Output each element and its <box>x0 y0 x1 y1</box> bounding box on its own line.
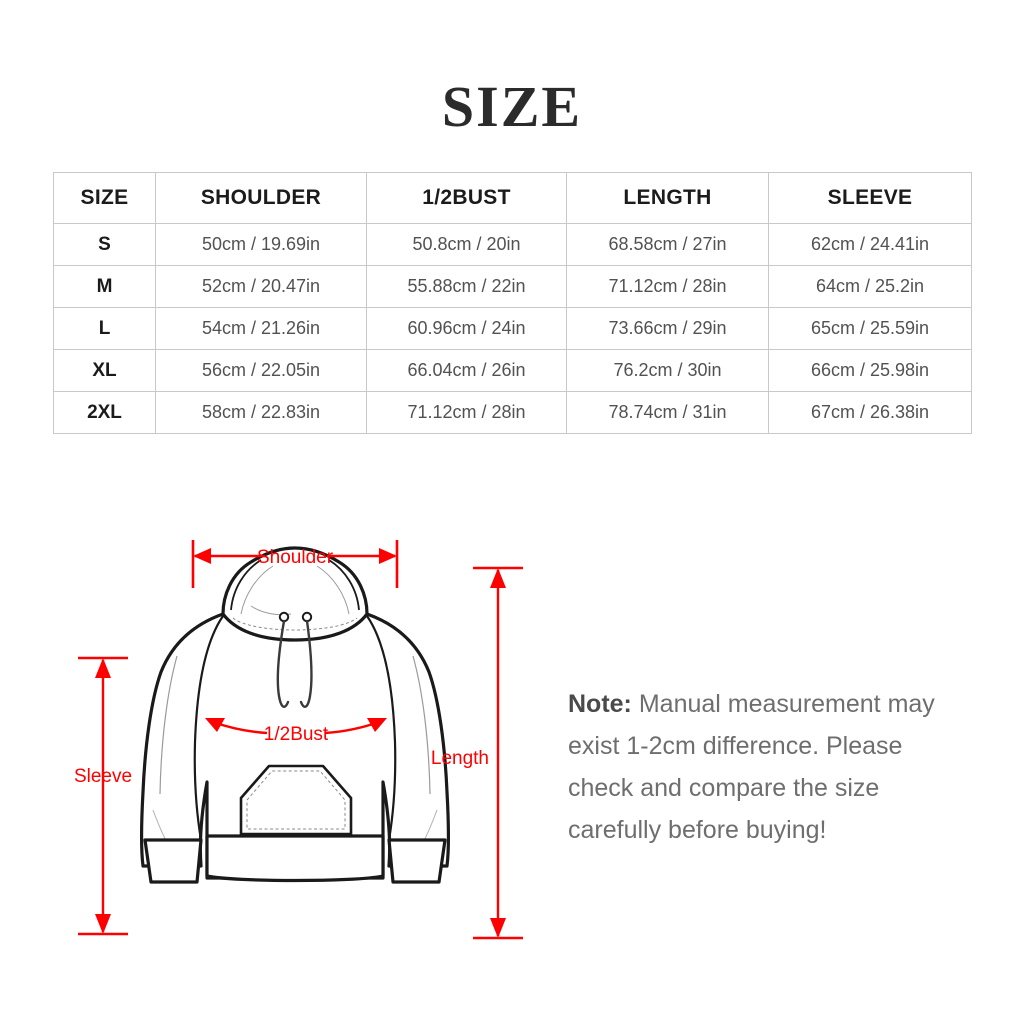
body-outline <box>139 612 451 880</box>
cell-shoulder: 52cm / 20.47in <box>155 265 367 308</box>
right-drawstring <box>299 619 313 708</box>
column-header-shoulder: SHOULDER <box>155 172 367 224</box>
hood-right-roll <box>316 565 350 615</box>
cell-bust: 60.96cm / 24in <box>366 307 567 350</box>
sleeve-bottom-arrowhead <box>95 914 111 934</box>
column-header-size: SIZE <box>53 172 156 224</box>
left-drawstring <box>276 619 290 708</box>
cell-length: 71.12cm / 28in <box>566 265 769 308</box>
measurement-note: Note: Manual measurement may exist 1-2cm… <box>568 683 968 851</box>
column-header-length: LENGTH <box>566 172 769 224</box>
length-top-arrowhead <box>490 568 506 588</box>
cell-size: XL <box>53 349 156 392</box>
cell-bust: 55.88cm / 22in <box>366 265 567 308</box>
sleeve-top-arrowhead <box>95 658 111 678</box>
table-row: 2XL 58cm / 22.83in 71.12cm / 28in 78.74c… <box>53 391 972 434</box>
right-sleeve-fold <box>412 655 431 795</box>
table-row: XL 56cm / 22.05in 66.04cm / 26in 76.2cm … <box>53 349 972 392</box>
left-armhole-seam <box>193 615 224 841</box>
cell-sleeve: 67cm / 26.38in <box>768 391 972 434</box>
hoodie-illustration <box>139 546 451 884</box>
cell-shoulder: 54cm / 21.26in <box>155 307 367 350</box>
note-text: Manual measurement may exist 1-2cm diffe… <box>568 690 935 844</box>
right-cuff <box>387 838 447 884</box>
cell-size: L <box>53 307 156 350</box>
bust-right-arrowhead <box>367 718 387 732</box>
cell-length: 68.58cm / 27in <box>566 223 769 266</box>
table-row: S 50cm / 19.69in 50.8cm / 20in 68.58cm /… <box>53 223 972 266</box>
cell-length: 76.2cm / 30in <box>566 349 769 392</box>
bust-measure-label: 1/2Bust <box>264 724 329 745</box>
cell-sleeve: 66cm / 25.98in <box>768 349 972 392</box>
length-bottom-arrowhead <box>490 918 506 938</box>
measurement-callouts: Shoulder 1/2Bust Length <box>74 540 523 940</box>
cell-size: 2XL <box>53 391 156 434</box>
kangaroo-pocket <box>239 764 353 836</box>
table-row: L 54cm / 21.26in 60.96cm / 24in 73.66cm … <box>53 307 972 350</box>
cell-bust: 66.04cm / 26in <box>366 349 567 392</box>
table-row: M 52cm / 20.47in 55.88cm / 22in 71.12cm … <box>53 265 972 308</box>
length-measure-label: Length <box>431 748 489 769</box>
neck-stitch <box>232 617 358 631</box>
cell-sleeve: 65cm / 25.59in <box>768 307 972 350</box>
hood-left-roll <box>240 565 274 615</box>
cell-shoulder: 58cm / 22.83in <box>155 391 367 434</box>
page-title: SIZE <box>441 74 583 139</box>
right-armhole-seam <box>366 615 397 841</box>
cell-size: M <box>53 265 156 308</box>
size-table-container: SIZE SHOULDER 1/2BUST LENGTH SLEEVE S 50… <box>53 172 972 434</box>
sleeve-measure-label: Sleeve <box>74 766 132 787</box>
hoodie-measurement-diagram: Shoulder 1/2Bust Length <box>55 510 555 980</box>
left-cuff <box>143 838 203 884</box>
cell-shoulder: 56cm / 22.05in <box>155 349 367 392</box>
left-sleeve-fold <box>159 655 178 795</box>
bust-left-arrowhead <box>205 718 225 732</box>
cell-sleeve: 62cm / 24.41in <box>768 223 972 266</box>
cell-sleeve: 64cm / 25.2in <box>768 265 972 308</box>
bottom-hem-rib <box>205 834 385 883</box>
table-header-row: SIZE SHOULDER 1/2BUST LENGTH SLEEVE <box>53 172 972 224</box>
shoulder-measure-label: Shoulder <box>257 547 334 568</box>
shoulder-right-arrowhead <box>379 548 397 564</box>
cell-size: S <box>53 223 156 266</box>
cell-length: 78.74cm / 31in <box>566 391 769 434</box>
hood-outline <box>221 546 369 642</box>
cell-shoulder: 50cm / 19.69in <box>155 223 367 266</box>
column-header-sleeve: SLEEVE <box>768 172 972 224</box>
note-label: Note: <box>568 690 632 718</box>
cell-bust: 71.12cm / 28in <box>366 391 567 434</box>
hood-left-panel <box>230 559 262 611</box>
shoulder-left-arrowhead <box>193 548 211 564</box>
size-table: SIZE SHOULDER 1/2BUST LENGTH SLEEVE S 50… <box>53 172 972 434</box>
cell-bust: 50.8cm / 20in <box>366 223 567 266</box>
column-header-bust: 1/2BUST <box>366 172 567 224</box>
hood-right-panel <box>328 559 360 611</box>
cell-length: 73.66cm / 29in <box>566 307 769 350</box>
